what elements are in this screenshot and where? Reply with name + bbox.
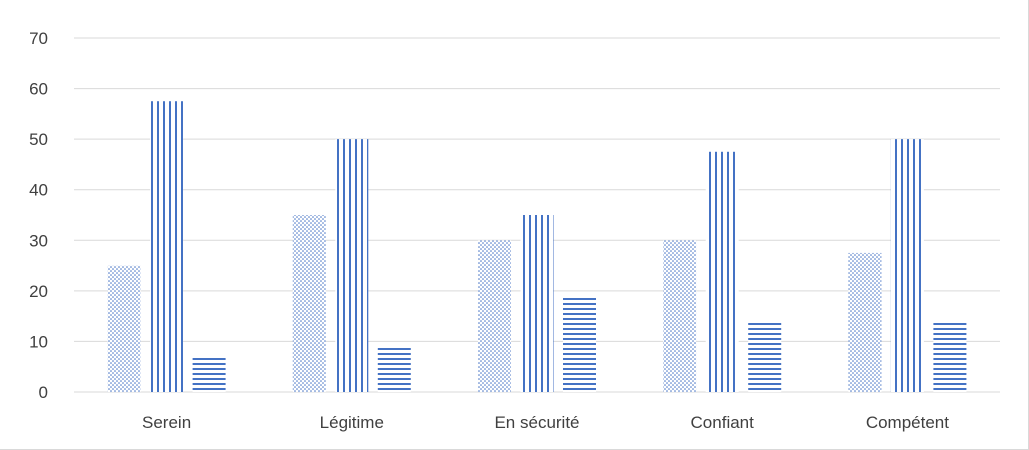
bar-comp-tent-series-3 [933, 321, 967, 392]
bar-l-gitime-series-2 [335, 139, 369, 392]
bar-en-s-curit--series-1 [478, 240, 511, 392]
bar-serein-series-1 [107, 265, 141, 392]
x-tick-label: Confiant [691, 413, 755, 432]
y-tick-label: 70 [29, 29, 48, 48]
bar-confiant-series-1 [663, 240, 697, 392]
bars [107, 101, 967, 392]
bar-l-gitime-series-1 [292, 215, 326, 392]
bar-l-gitime-series-3 [377, 346, 411, 392]
bar-confiant-series-3 [748, 321, 782, 392]
bar-comp-tent-series-1 [848, 252, 882, 392]
bar-serein-series-2 [150, 101, 184, 392]
y-tick-label: 50 [29, 130, 48, 149]
x-tick-label: Compétent [866, 413, 949, 432]
y-tick-label: 30 [29, 231, 48, 250]
bar-en-s-curit--series-3 [563, 295, 596, 392]
bar-serein-series-3 [192, 356, 226, 392]
bar-en-s-curit--series-2 [520, 215, 554, 392]
x-tick-label: En sécurité [494, 413, 579, 432]
y-tick-label: 20 [29, 282, 48, 301]
y-axis: 0 10 20 30 40 50 60 70 [29, 29, 48, 402]
x-tick-label: Serein [142, 413, 191, 432]
y-tick-label: 0 [39, 383, 48, 402]
bar-confiant-series-2 [705, 151, 739, 392]
x-axis: Serein Légitime En sécurité Confiant Compéte… [142, 413, 949, 432]
y-tick-label: 10 [29, 332, 48, 351]
x-tick-label: Légitime [320, 413, 384, 432]
y-tick-label: 60 [29, 80, 48, 99]
y-tick-label: 40 [29, 181, 48, 200]
bar-comp-tent-series-2 [890, 139, 924, 392]
